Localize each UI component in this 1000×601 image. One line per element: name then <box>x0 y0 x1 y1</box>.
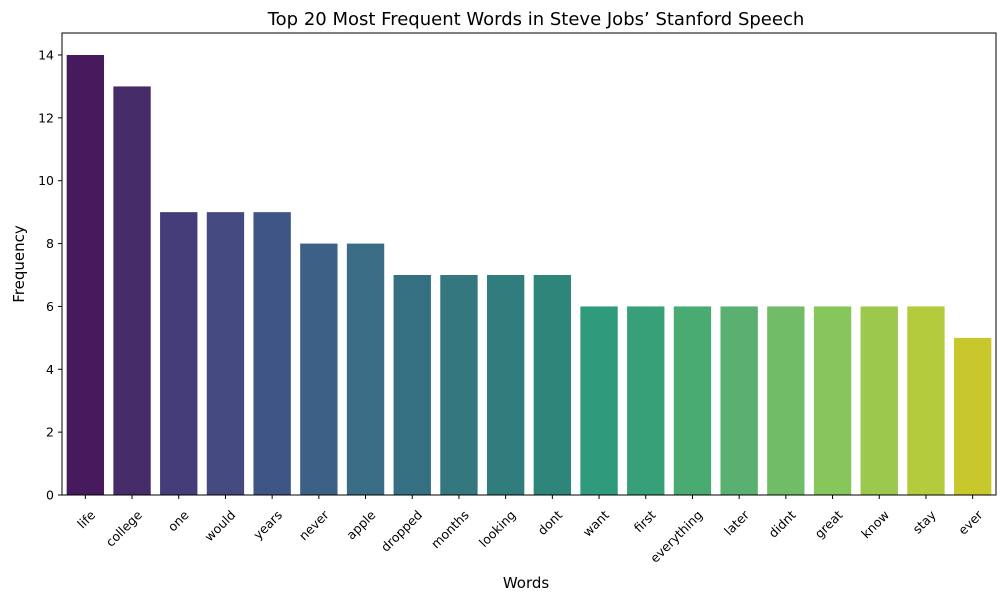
x-tick-label: didnt <box>765 507 798 540</box>
x-tick-label: apple <box>343 507 378 542</box>
y-tick-label: 14 <box>38 48 54 63</box>
bar-dropped <box>393 275 431 495</box>
bar-first <box>627 306 665 495</box>
x-tick-label: college <box>103 507 145 549</box>
x-tick-label: years <box>250 507 285 542</box>
y-tick-label: 2 <box>46 425 54 440</box>
x-tick-label: one <box>165 507 192 534</box>
y-tick-label: 8 <box>46 236 54 251</box>
bar-months <box>440 275 478 495</box>
bar-apple <box>346 243 385 495</box>
x-tick-label: never <box>296 507 333 544</box>
y-axis-ticks: 0 2 4 6 8 10 12 14 <box>38 48 62 503</box>
x-tick-label: months <box>428 507 472 551</box>
y-tick-label: 10 <box>38 173 54 188</box>
bar-didnt <box>767 306 805 495</box>
x-tick-label: great <box>811 507 845 541</box>
bars-group <box>66 55 992 495</box>
y-tick-label: 6 <box>46 299 54 314</box>
x-tick-label: stay <box>910 507 940 537</box>
y-tick-label: 0 <box>46 488 54 503</box>
x-tick-label: dont <box>535 507 566 538</box>
x-tick-label: later <box>721 507 753 539</box>
chart-title: Top 20 Most Frequent Words in Steve Jobs… <box>267 9 805 30</box>
bar-life <box>66 55 105 495</box>
y-axis-label: Frequency <box>10 225 28 303</box>
y-tick-label: 12 <box>38 110 54 125</box>
plot-frame <box>61 32 997 496</box>
x-tick-label: know <box>858 507 892 541</box>
x-tick-label: dropped <box>378 507 425 554</box>
x-tick-label: ever <box>955 507 986 538</box>
bar-great <box>813 306 852 495</box>
bar-know <box>860 306 898 495</box>
bar-one <box>160 212 198 495</box>
x-tick-label: want <box>580 507 612 539</box>
bar-dont <box>533 275 572 495</box>
x-tick-label: life <box>74 507 98 531</box>
bar-stay <box>907 306 945 495</box>
x-tick-label: would <box>201 507 238 544</box>
bar-would <box>206 212 245 495</box>
bar-everything <box>673 306 712 495</box>
bar-college <box>113 86 151 495</box>
x-axis-label: Words <box>503 574 550 592</box>
x-axis-ticks: life college one would years never apple droppe… <box>74 495 986 566</box>
y-tick-label: 4 <box>46 362 54 377</box>
bar-years <box>253 212 291 495</box>
bar-later <box>720 306 758 495</box>
x-tick-label: first <box>631 507 659 535</box>
bar-looking <box>486 275 525 495</box>
bar-never <box>300 243 338 495</box>
bar-ever <box>953 337 992 495</box>
x-tick-label: looking <box>476 507 519 550</box>
bar-want <box>580 306 618 495</box>
